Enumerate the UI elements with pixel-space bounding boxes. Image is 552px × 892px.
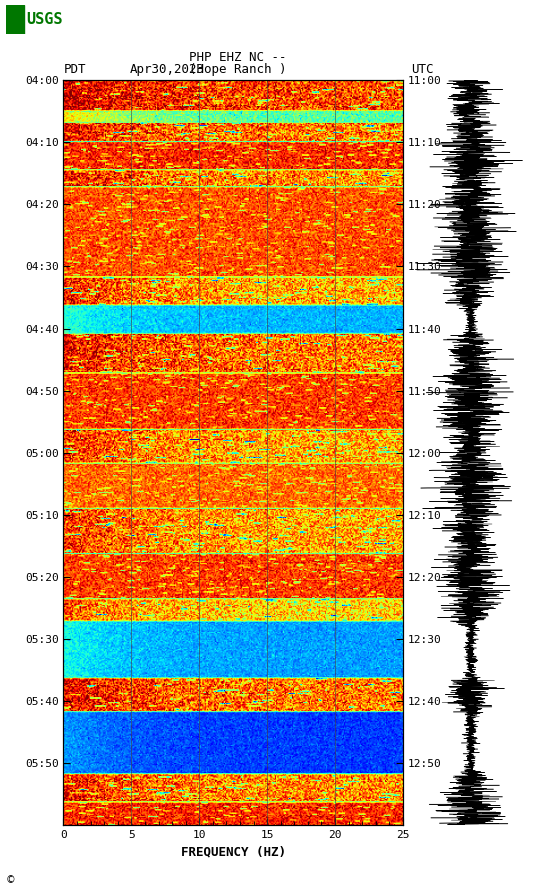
Bar	[6, 5, 24, 34]
X-axis label: FREQUENCY (HZ): FREQUENCY (HZ)	[181, 846, 286, 858]
Text: Apr30,2023: Apr30,2023	[130, 62, 205, 76]
Text: PDT: PDT	[63, 62, 86, 76]
Text: UTC: UTC	[411, 62, 434, 76]
Text: ©: ©	[6, 875, 15, 885]
Text: (Hope Ranch ): (Hope Ranch )	[189, 62, 286, 76]
Text: USGS: USGS	[26, 12, 63, 27]
Text: PHP EHZ NC --: PHP EHZ NC --	[189, 51, 286, 64]
